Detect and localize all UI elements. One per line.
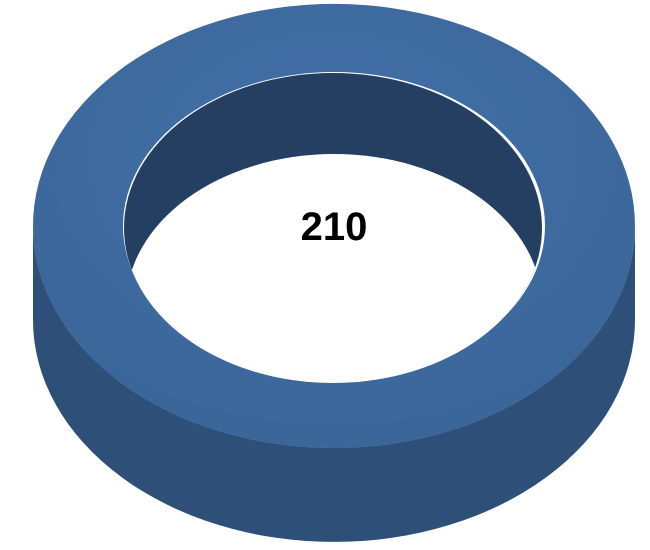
center-value-label: 210 (301, 205, 368, 249)
doughnut-ring (32, 3, 636, 542)
ring-top-face-slice (32, 3, 636, 449)
ring-outer-side (33, 226, 635, 542)
